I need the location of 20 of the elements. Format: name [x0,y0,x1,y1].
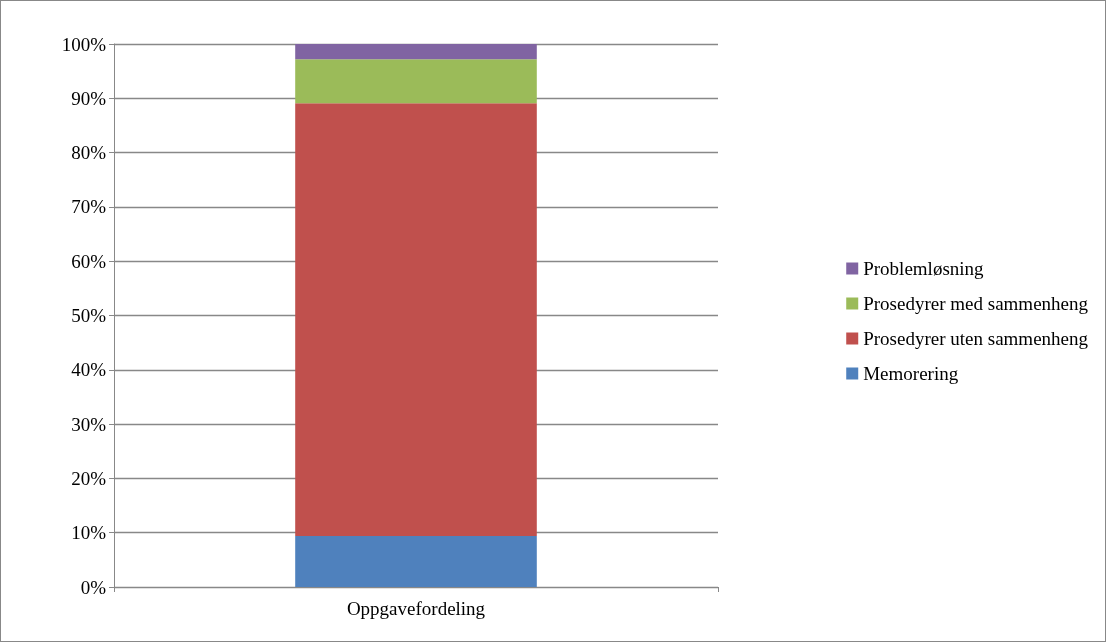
y-tick-label: 60% [71,250,107,272]
y-tick-label: 40% [71,359,107,381]
y-tick-label: 80% [71,142,107,164]
bar [295,535,537,587]
y-tick-label: 0% [80,576,107,598]
bar [295,59,537,104]
x-tick-label: Oppgavefordeling [346,598,486,619]
y-tick-label: 10% [71,522,107,544]
legend-label: Prosedyrer med sammenheng [863,293,1089,314]
y-tick-label: 90% [71,87,107,109]
legend-label: Problemløsning [863,258,985,279]
y-tick-label: 50% [71,305,107,326]
y-tick-label: 30% [71,413,107,435]
bar [295,44,537,60]
y-tick-label: 100% [61,33,107,55]
bar [295,103,537,536]
legend-label: Prosedyrer uten sammenheng [863,328,1089,349]
y-tick-label: 20% [71,467,107,489]
y-tick-label: 70% [71,196,107,218]
legend-label: Memorering [863,363,959,384]
